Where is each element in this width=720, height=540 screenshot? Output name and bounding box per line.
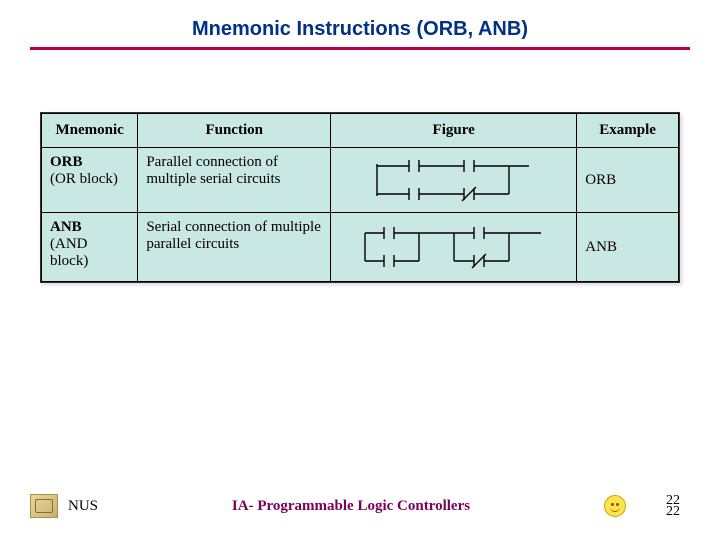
th-function: Function [138, 114, 331, 148]
table-row: ANB (AND block) Serial connection of mul… [42, 213, 679, 282]
smiley-icon [604, 495, 626, 517]
org-label: NUS [68, 498, 98, 515]
cell-mnemonic-anb: ANB (AND block) [42, 213, 138, 282]
cell-figure-anb [331, 213, 577, 282]
nus-logo-icon [30, 494, 58, 518]
mnemonic-desc: (AND block) [50, 236, 88, 269]
th-figure: Figure [331, 114, 577, 148]
cell-example-orb: ORB [577, 148, 679, 213]
mnemonic-desc: (OR block) [50, 171, 118, 187]
title-orb-anb: ORB, ANB [423, 18, 521, 40]
title-text-main: Mnemonic Instructions [192, 18, 416, 40]
table-header-row: Mnemonic Function Figure Example [42, 114, 679, 148]
cell-function-anb: Serial connection of multiple parallel c… [138, 213, 331, 282]
cell-figure-orb [331, 148, 577, 213]
table-row: ORB (OR block) Parallel connection of mu… [42, 148, 679, 213]
ladder-orb-icon [369, 154, 539, 206]
th-example: Example [577, 114, 679, 148]
th-mnemonic: Mnemonic [42, 114, 138, 148]
slide-title: Mnemonic Instructions (ORB, ANB) [0, 0, 720, 41]
mnemonic-table-wrap: Mnemonic Function Figure Example ORB (OR… [40, 112, 680, 283]
page-number: 22 22 [666, 495, 680, 517]
cell-function-orb: Parallel connection of multiple serial c… [138, 148, 331, 213]
mnemonic-table: Mnemonic Function Figure Example ORB (OR… [41, 113, 679, 282]
title-rule [30, 47, 690, 50]
mnemonic-code: ORB [50, 154, 83, 170]
title-paren-close: ) [521, 18, 528, 40]
mnemonic-code: ANB [50, 219, 82, 235]
slide-footer: NUS IA- Programmable Logic Controllers 2… [0, 494, 720, 518]
cell-mnemonic-orb: ORB (OR block) [42, 148, 138, 213]
footer-center-text: IA- Programmable Logic Controllers [98, 498, 604, 515]
page-number-bottom: 22 [666, 504, 680, 519]
cell-example-anb: ANB [577, 213, 679, 282]
ladder-anb-icon [359, 219, 549, 275]
